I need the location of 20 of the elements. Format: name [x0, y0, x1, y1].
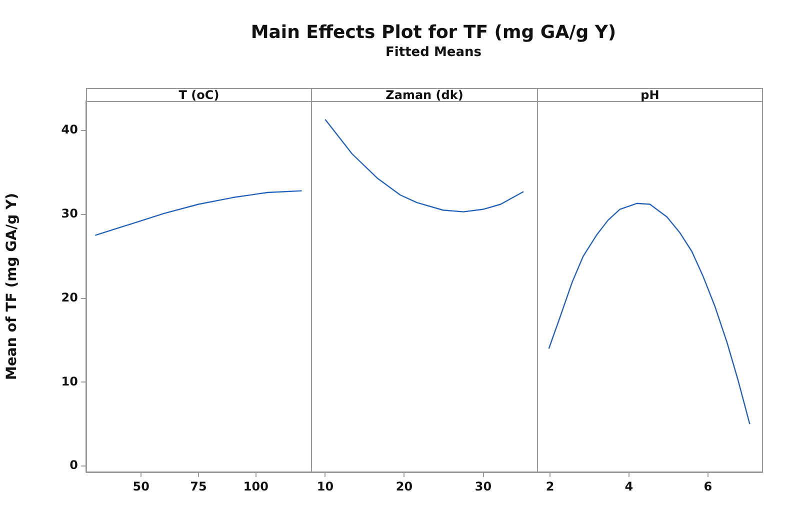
x-tick-label: 4	[624, 479, 634, 494]
y-tick-label: 20	[61, 290, 78, 304]
x-tick-label: 20	[396, 479, 413, 494]
y-tick-label: 30	[61, 206, 78, 220]
x-tick-label: 10	[316, 479, 334, 494]
y-tick-label: 10	[61, 374, 78, 388]
text: Main Effects Plot for TF (mg GA/g Y)	[250, 22, 618, 43]
chart-title: Zaman (dk)	[311, 88, 538, 102]
chart-title: pH	[537, 88, 763, 102]
x-tick-label: 30	[474, 479, 492, 494]
x-tick-label: 75	[190, 479, 207, 494]
y-axis-title: Mean of TF (mg GA/g Y)	[4, 192, 20, 380]
y-tick-label: 0	[70, 458, 78, 472]
text: Fitted Means	[384, 45, 482, 60]
y-tick-label: 40	[61, 122, 78, 137]
x-tick-label: 6	[704, 479, 712, 494]
chart-title: T (oC)	[86, 88, 312, 102]
x-tick-label: 100	[243, 479, 268, 494]
x-tick-label: 2	[546, 479, 554, 494]
x-tick-label: 50	[132, 479, 150, 494]
